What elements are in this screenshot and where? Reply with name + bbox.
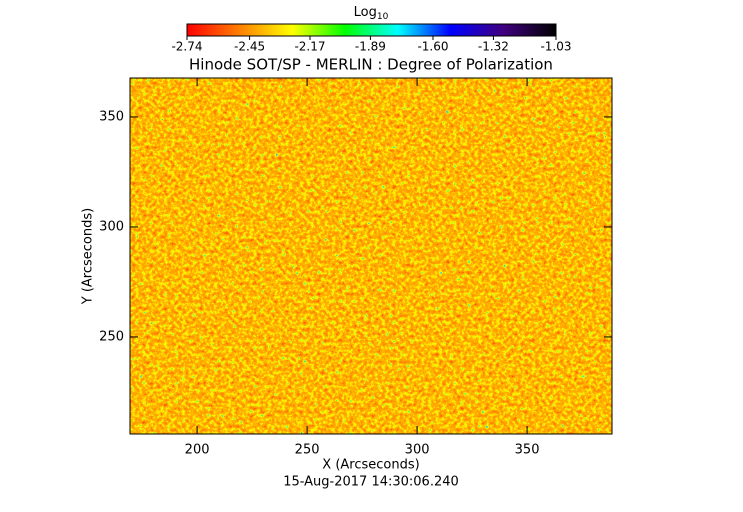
plot-frame: [129, 77, 613, 435]
y-axis-label: Y (Arcseconds): [81, 208, 96, 305]
y-tick-label: 300: [99, 219, 124, 234]
y-tick-label: 250: [99, 329, 124, 344]
colorbar-tick-label: -2.17: [294, 40, 325, 54]
colorbar-tick-label: -1.89: [355, 40, 386, 54]
x-tick-label: 300: [405, 443, 430, 458]
colorbar-tick-label: -1.60: [417, 40, 448, 54]
colorbar-tick-label: -1.32: [478, 40, 509, 54]
polarization-image: [130, 78, 612, 434]
colorbar-label: Log10: [354, 5, 389, 22]
x-axis-label: X (Arcseconds): [322, 458, 419, 473]
colorbar-tick-label: -2.74: [171, 40, 202, 54]
y-tick-label: 350: [99, 109, 124, 124]
colorbar-tick-label: -2.45: [234, 40, 265, 54]
x-tick-label: 200: [185, 443, 210, 458]
x-tick-label: 350: [515, 443, 540, 458]
colorbar-tick-label: -1.03: [540, 40, 571, 54]
annotation: 15-Aug-2017 14:30:06.240: [283, 475, 459, 490]
x-tick-label: 250: [295, 443, 320, 458]
colorbar: [186, 23, 557, 37]
chart-title: Hinode SOT/SP - MERLIN : Degree of Polar…: [189, 56, 553, 74]
